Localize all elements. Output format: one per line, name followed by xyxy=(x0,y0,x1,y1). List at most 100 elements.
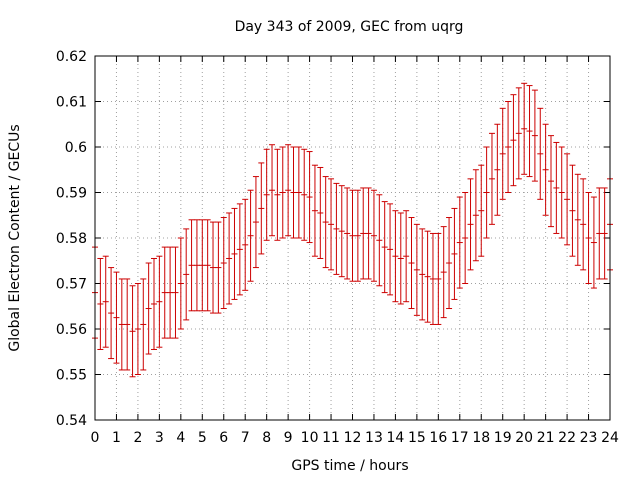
grid-lines xyxy=(95,56,610,420)
data-point xyxy=(526,85,533,178)
data-point xyxy=(204,219,211,312)
data-point xyxy=(231,207,238,300)
tick-labels: 0.540.550.560.570.580.590.60.610.620 1 2 3 4… xyxy=(56,49,619,446)
chart-title: Day 343 of 2009, GEC from uqrg xyxy=(235,19,464,35)
x-tick-label: 3 xyxy=(155,430,164,446)
data-point xyxy=(338,185,345,278)
data-point xyxy=(263,148,270,241)
data-point xyxy=(134,283,141,375)
data-point xyxy=(295,146,302,239)
data-point xyxy=(215,221,222,314)
x-tick-label: 9 xyxy=(284,430,293,446)
data-point xyxy=(172,246,179,339)
y-tick-label: 0.58 xyxy=(56,231,87,247)
data-point xyxy=(258,162,265,255)
x-tick-label: 0 xyxy=(91,430,100,446)
data-point xyxy=(140,278,147,371)
data-point xyxy=(328,178,335,271)
data-point xyxy=(499,107,506,200)
data-point xyxy=(456,196,463,289)
data-point xyxy=(419,228,426,321)
data-point xyxy=(285,144,292,237)
data-point xyxy=(365,187,372,280)
data-point xyxy=(236,203,243,296)
data-point xyxy=(269,144,276,237)
data-point xyxy=(193,219,200,312)
data-point xyxy=(451,207,458,300)
x-tick-label: 6 xyxy=(219,430,228,446)
data-point xyxy=(124,278,131,371)
data-point xyxy=(354,189,361,282)
x-tick-label: 18 xyxy=(472,430,490,446)
data-point xyxy=(247,189,254,282)
x-tick-label: 20 xyxy=(515,430,533,446)
x-tick-label: 5 xyxy=(198,430,207,446)
data-point xyxy=(462,192,469,284)
x-tick-label: 14 xyxy=(387,430,405,446)
x-tick-label: 21 xyxy=(537,430,555,446)
data-point xyxy=(199,219,206,312)
y-tick-label: 0.55 xyxy=(56,368,87,384)
data-point xyxy=(151,257,158,350)
data-point xyxy=(167,246,174,339)
data-point xyxy=(542,123,549,216)
x-tick-label: 1 xyxy=(112,430,121,446)
data-point xyxy=(580,178,587,271)
data-point xyxy=(349,189,356,282)
x-tick-label: 16 xyxy=(429,430,447,446)
data-point xyxy=(381,201,388,294)
data-point xyxy=(429,232,436,325)
data-point xyxy=(446,217,453,310)
data-point xyxy=(397,212,404,305)
data-point xyxy=(564,153,571,246)
data-point xyxy=(494,123,501,216)
data-point xyxy=(279,146,286,239)
x-tick-label: 23 xyxy=(580,430,598,446)
data-point xyxy=(210,221,217,314)
data-point xyxy=(161,246,168,339)
data-point xyxy=(376,194,383,287)
data-point xyxy=(220,217,227,310)
data-point xyxy=(467,178,474,271)
data-point xyxy=(553,141,560,234)
data-point xyxy=(118,278,125,371)
data-point xyxy=(590,196,597,289)
data-point xyxy=(370,189,377,282)
data-point xyxy=(252,176,259,269)
x-tick-label: 8 xyxy=(262,430,271,446)
data-point xyxy=(413,223,420,316)
data-point xyxy=(242,198,249,291)
x-axis-label: GPS time / hours xyxy=(291,458,408,474)
x-tick-label: 2 xyxy=(133,430,142,446)
data-point xyxy=(547,135,554,228)
data-point xyxy=(601,187,608,280)
data-point xyxy=(97,257,104,350)
data-point xyxy=(274,148,281,241)
data-point xyxy=(102,255,109,348)
data-point xyxy=(183,228,190,321)
y-tick-label: 0.62 xyxy=(56,49,87,65)
data-point xyxy=(290,146,297,239)
data-point xyxy=(596,187,603,280)
data-point xyxy=(435,232,442,325)
x-tick-label: 22 xyxy=(558,430,576,446)
data-point xyxy=(188,219,195,312)
x-tick-label: 4 xyxy=(176,430,185,446)
x-tick-label: 17 xyxy=(451,430,469,446)
data-point xyxy=(521,82,528,175)
data-point xyxy=(510,94,517,187)
data-point xyxy=(333,182,340,275)
data-point xyxy=(311,164,318,257)
data-point xyxy=(488,132,495,225)
data-point xyxy=(424,230,431,323)
data-point xyxy=(177,237,184,330)
x-tick-label: 11 xyxy=(322,430,340,446)
x-tick-label: 19 xyxy=(494,430,512,446)
y-tick-label: 0.57 xyxy=(56,277,87,293)
data-point xyxy=(585,192,592,284)
data-point xyxy=(301,148,308,241)
x-tick-label: 15 xyxy=(408,430,426,446)
data-point xyxy=(558,146,565,239)
plot-frame xyxy=(94,55,611,421)
